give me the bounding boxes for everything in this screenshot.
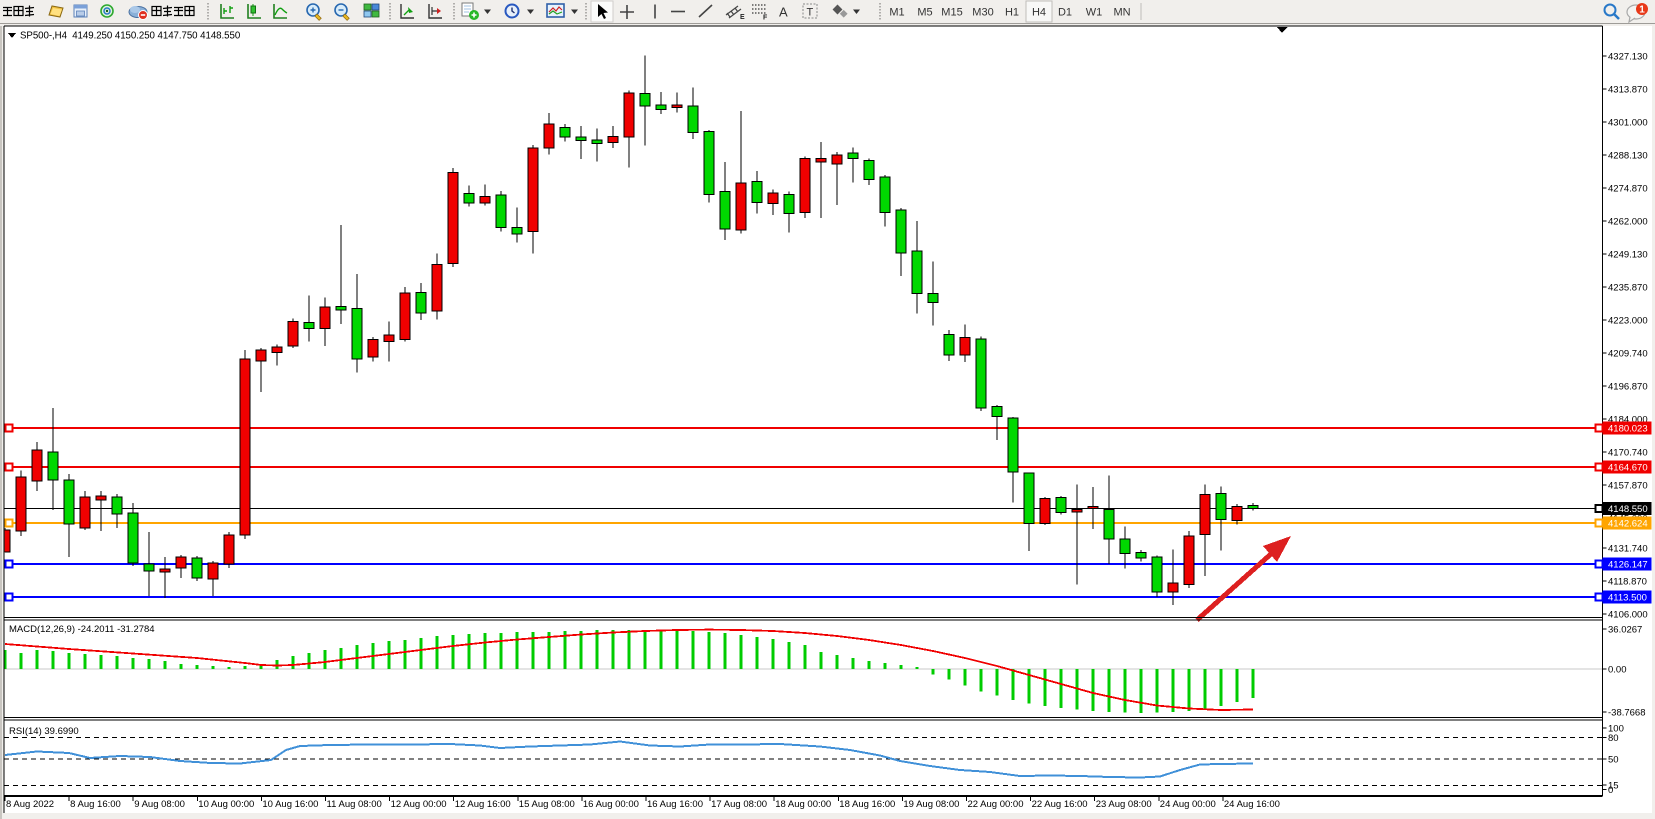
svg-text:4106.000: 4106.000 [1608,609,1648,620]
svg-text:23 Aug 08:00: 23 Aug 08:00 [1096,799,1152,810]
svg-text:50: 50 [1608,754,1619,765]
svg-text:4313.870: 4313.870 [1608,84,1648,95]
svg-text:0: 0 [1608,785,1613,796]
svg-text:F: F [763,15,768,22]
svg-text:100: 100 [1608,723,1624,734]
svg-text:4131.740: 4131.740 [1608,543,1648,554]
svg-text:4180.023: 4180.023 [1608,424,1648,435]
svg-text:0.00: 0.00 [1608,664,1627,675]
svg-text:4196.870: 4196.870 [1608,381,1648,392]
svg-text:-38.7668: -38.7668 [1608,707,1646,718]
svg-text:18 Aug 16:00: 18 Aug 16:00 [839,799,895,810]
svg-text:4164.670: 4164.670 [1608,463,1648,474]
svg-text:36.0267: 36.0267 [1608,624,1642,635]
svg-text:15 Aug 08:00: 15 Aug 08:00 [519,799,575,810]
svg-text:10 Aug 16:00: 10 Aug 16:00 [262,799,318,810]
svg-text:4327.130: 4327.130 [1608,51,1648,62]
svg-text:M5: M5 [917,7,932,19]
svg-text:12 Aug 00:00: 12 Aug 00:00 [391,799,447,810]
svg-text:W1: W1 [1086,7,1103,19]
svg-text:16 Aug 00:00: 16 Aug 00:00 [583,799,639,810]
svg-text:M30: M30 [972,7,993,19]
svg-text:4223.000: 4223.000 [1608,315,1648,326]
svg-text:SP500-,H4 4149.250 4150.250 4: SP500-,H4 4149.250 4150.250 4147.750 414… [20,31,241,42]
svg-text:MN: MN [1113,7,1130,19]
svg-text:M15: M15 [941,7,962,19]
svg-text:M1: M1 [889,7,904,19]
svg-text:4301.000: 4301.000 [1608,117,1648,128]
svg-text:H1: H1 [1005,7,1019,19]
svg-text:4157.870: 4157.870 [1608,480,1648,491]
svg-text:E: E [740,14,745,21]
svg-text:1: 1 [1639,5,1645,16]
svg-text:4235.870: 4235.870 [1608,282,1648,293]
svg-text:18 Aug 00:00: 18 Aug 00:00 [775,799,831,810]
svg-text:4288.130: 4288.130 [1608,150,1648,161]
svg-text:H4: H4 [1032,7,1046,19]
svg-text:4170.740: 4170.740 [1608,447,1648,458]
svg-text:15: 15 [1608,780,1619,791]
svg-text:MACD(12,26,9) -24.2011 -31.278: MACD(12,26,9) -24.2011 -31.2784 [9,624,155,635]
svg-text:24 Aug 16:00: 24 Aug 16:00 [1224,799,1280,810]
svg-text:80: 80 [1608,733,1619,744]
svg-text:24 Aug 00:00: 24 Aug 00:00 [1160,799,1216,810]
svg-text:22 Aug 16:00: 22 Aug 16:00 [1032,799,1088,810]
svg-text:A: A [779,5,788,20]
svg-text:4249.130: 4249.130 [1608,249,1648,260]
svg-text:22 Aug 00:00: 22 Aug 00:00 [968,799,1024,810]
svg-text:D1: D1 [1058,7,1072,19]
svg-text:4184.000: 4184.000 [1608,414,1648,425]
svg-text:4113.500: 4113.500 [1608,593,1647,604]
svg-text:8 Aug 2022: 8 Aug 2022 [6,799,54,810]
svg-text:9 Aug 08:00: 9 Aug 08:00 [134,799,185,810]
svg-text:4126.147: 4126.147 [1608,560,1648,571]
svg-text:8 Aug 16:00: 8 Aug 16:00 [70,799,121,810]
svg-text:17 Aug 08:00: 17 Aug 08:00 [711,799,767,810]
svg-text:RSI(14) 39.6990: RSI(14) 39.6990 [9,726,79,737]
svg-text:10 Aug 00:00: 10 Aug 00:00 [198,799,254,810]
svg-text:T: T [807,7,814,19]
svg-text:4118.870: 4118.870 [1608,576,1647,587]
svg-text:4274.870: 4274.870 [1608,183,1648,194]
svg-text:11 Aug 08:00: 11 Aug 08:00 [327,799,382,810]
svg-text:4148.550: 4148.550 [1608,504,1648,515]
svg-text:4262.000: 4262.000 [1608,216,1648,227]
svg-text:16 Aug 16:00: 16 Aug 16:00 [647,799,703,810]
svg-text:12 Aug 16:00: 12 Aug 16:00 [455,799,511,810]
svg-text:19 Aug 08:00: 19 Aug 08:00 [903,799,959,810]
svg-text:4142.624: 4142.624 [1608,519,1648,530]
svg-text:4209.740: 4209.740 [1608,348,1648,359]
